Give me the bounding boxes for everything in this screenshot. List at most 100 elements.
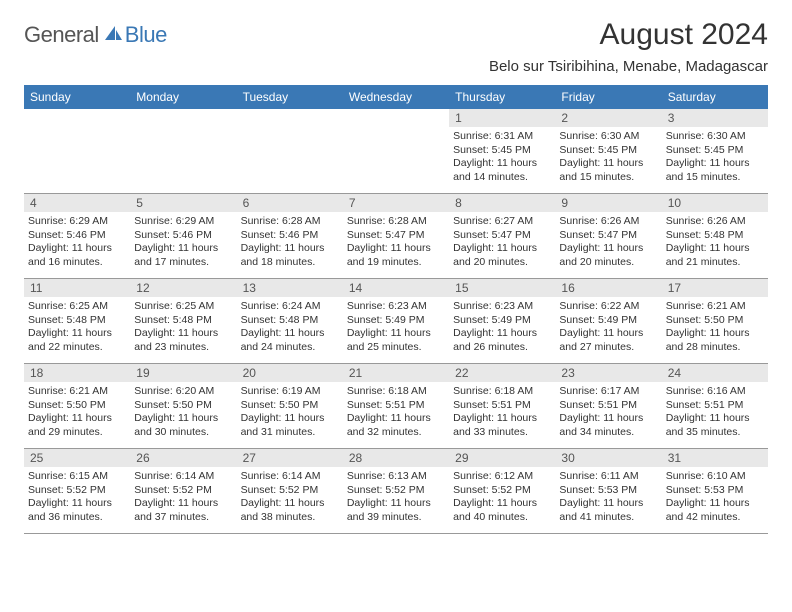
sunset-text: Sunset: 5:50 PM	[28, 399, 126, 413]
sunset-text: Sunset: 5:46 PM	[134, 229, 232, 243]
day-cell	[130, 109, 236, 193]
day-cell: 29Sunrise: 6:12 AMSunset: 5:52 PMDayligh…	[449, 449, 555, 533]
header: General Blue August 2024 Belo sur Tsirib…	[24, 18, 768, 75]
sunset-text: Sunset: 5:49 PM	[453, 314, 551, 328]
sunset-text: Sunset: 5:46 PM	[241, 229, 339, 243]
sunset-text: Sunset: 5:52 PM	[134, 484, 232, 498]
day-cell: 9Sunrise: 6:26 AMSunset: 5:47 PMDaylight…	[555, 194, 661, 278]
day-cell: 10Sunrise: 6:26 AMSunset: 5:48 PMDayligh…	[662, 194, 768, 278]
week-row: 11 Sunrise: 6:25 AMSunset: 5:48 PM Dayligh…	[24, 279, 768, 364]
day-number: 4	[24, 194, 130, 212]
sunrise-text: Sunrise: 6:16 AM	[666, 385, 764, 399]
day-cell: 15 Sunrise: 6:23 AMSunset: 5:49 PMDayligh…	[449, 279, 555, 363]
sunrise-text: Sunrise: 6:12 AM	[453, 470, 551, 484]
weekday-header: Tuesday	[237, 85, 343, 109]
day-number: 8	[449, 194, 555, 212]
sunrise-text: Sunrise: 6:28 AM	[347, 215, 445, 229]
daylight-text: Daylight: 11 hours and 15 minutes.	[666, 157, 764, 184]
daylight-text: Daylight: 11 hours and 32 minutes.	[347, 412, 445, 439]
sunrise-text: Sunrise: 6:18 AM	[453, 385, 551, 399]
weekday-header: Monday	[130, 85, 236, 109]
day-number: 15	[449, 279, 555, 297]
week-row: 4Sunrise: 6:29 AMSunset: 5:46 PMDaylight…	[24, 194, 768, 279]
day-cell: 11Sunrise: 6:25 AMSunset: 5:48 PMDayligh…	[24, 279, 130, 363]
sunset-text: Sunset: 5:46 PM	[28, 229, 126, 243]
sunset-text: Sunset: 5:53 PM	[666, 484, 764, 498]
day-cell: 6Sunrise: 6:28 AMSunset: 5:46 PMDaylight…	[237, 194, 343, 278]
daylight-text: Daylight: 11 hours and 30 minutes.	[134, 412, 232, 439]
daylight-text: Daylight: 11 hours and 27 minutes.	[559, 327, 657, 354]
sunrise-text: Sunrise: 6:25 AM	[134, 300, 232, 314]
day-cell: 19Sunrise: 6:20 AMSunset: 5:50 PMDayligh…	[130, 364, 236, 448]
daylight-text: Daylight: 11 hours and 36 minutes.	[28, 497, 126, 524]
sunset-text: Sunset: 5:50 PM	[666, 314, 764, 328]
day-cell: 30Sunrise: 6:11 AMSunset: 5:53 PMDayligh…	[555, 449, 661, 533]
sunset-text: Sunset: 5:45 PM	[453, 144, 551, 158]
day-number: 11	[24, 279, 130, 297]
day-cell: 26Sunrise: 6:14 AMSunset: 5:52 PMDayligh…	[130, 449, 236, 533]
daylight-text: Daylight: 11 hours and 35 minutes.	[666, 412, 764, 439]
day-cell: 17Sunrise: 6:21 AMSunset: 5:50 PMDayligh…	[662, 279, 768, 363]
day-cell: 12Sunrise: 6:25 AMSunset: 5:48 PMDayligh…	[130, 279, 236, 363]
day-number: 16	[555, 279, 661, 297]
daylight-text: Daylight: 11 hours and 34 minutes.	[559, 412, 657, 439]
day-cell	[237, 109, 343, 193]
day-cell: 2Sunrise: 6:30 AMSunset: 5:45 PMDaylight…	[555, 109, 661, 193]
day-number: 7	[343, 194, 449, 212]
sunset-text: Sunset: 5:51 PM	[453, 399, 551, 413]
week-row: 18Sunrise: 6:21 AMSunset: 5:50 PMDayligh…	[24, 364, 768, 449]
daylight-text: Daylight: 11 hours and 42 minutes.	[666, 497, 764, 524]
day-number: 23	[555, 364, 661, 382]
daylight-text: Daylight: 11 hours and 41 minutes.	[559, 497, 657, 524]
daylight-text: Daylight: 11 hours and 20 minutes.	[559, 242, 657, 269]
daylight-text: Daylight: 11 hours and 25 minutes.	[347, 327, 445, 354]
sunrise-text: Sunrise: 6:15 AM	[28, 470, 126, 484]
day-cell: 5Sunrise: 6:29 AMSunset: 5:46 PMDaylight…	[130, 194, 236, 278]
day-cell	[343, 109, 449, 193]
daylight-text: Daylight: 11 hours and 26 minutes.	[453, 327, 551, 354]
day-number: 5	[130, 194, 236, 212]
day-number: 13	[237, 279, 343, 297]
sunset-text: Sunset: 5:47 PM	[453, 229, 551, 243]
sunset-text: Sunset: 5:47 PM	[559, 229, 657, 243]
sunset-text: Sunset: 5:52 PM	[28, 484, 126, 498]
day-cell: 31Sunrise: 6:10 AMSunset: 5:53 PMDayligh…	[662, 449, 768, 533]
day-cell: 18Sunrise: 6:21 AMSunset: 5:50 PMDayligh…	[24, 364, 130, 448]
day-cell: 3Sunrise: 6:30 AMSunset: 5:45 PMDaylight…	[662, 109, 768, 193]
day-number: 26	[130, 449, 236, 467]
sunrise-text: Sunrise: 6:23 AM	[453, 300, 551, 314]
day-cell: 28Sunrise: 6:13 AMSunset: 5:52 PMDayligh…	[343, 449, 449, 533]
daylight-text: Daylight: 11 hours and 38 minutes.	[241, 497, 339, 524]
sunrise-text: Sunrise: 6:27 AM	[453, 215, 551, 229]
day-number: 25	[24, 449, 130, 467]
day-cell: 13Sunrise: 6:24 AMSunset: 5:48 PMDayligh…	[237, 279, 343, 363]
weekday-header: Thursday	[449, 85, 555, 109]
daylight-text: Daylight: 11 hours and 37 minutes.	[134, 497, 232, 524]
day-number: 1	[449, 109, 555, 127]
sunset-text: Sunset: 5:50 PM	[241, 399, 339, 413]
day-number: 18	[24, 364, 130, 382]
day-number: 3	[662, 109, 768, 127]
sunset-text: Sunset: 5:49 PM	[347, 314, 445, 328]
week-row: 25Sunrise: 6:15 AMSunset: 5:52 PMDayligh…	[24, 449, 768, 534]
day-cell: 22Sunrise: 6:18 AMSunset: 5:51 PMDayligh…	[449, 364, 555, 448]
daylight-text: Daylight: 11 hours and 21 minutes.	[666, 242, 764, 269]
sunrise-text: Sunrise: 6:28 AM	[241, 215, 339, 229]
day-cell: 1Sunrise: 6:31 AMSunset: 5:45 PMDaylight…	[449, 109, 555, 193]
sunrise-text: Sunrise: 6:26 AM	[666, 215, 764, 229]
sunrise-text: Sunrise: 6:20 AM	[134, 385, 232, 399]
day-number: 14	[343, 279, 449, 297]
day-number: 29	[449, 449, 555, 467]
sunrise-text: Sunrise: 6:31 AM	[453, 130, 551, 144]
sunset-text: Sunset: 5:52 PM	[241, 484, 339, 498]
day-number: 2	[555, 109, 661, 127]
sunset-text: Sunset: 5:48 PM	[134, 314, 232, 328]
calendar-page: General Blue August 2024 Belo sur Tsirib…	[0, 0, 792, 544]
sunset-text: Sunset: 5:51 PM	[666, 399, 764, 413]
daylight-text: Daylight: 11 hours and 19 minutes.	[347, 242, 445, 269]
day-cell: 8Sunrise: 6:27 AMSunset: 5:47 PMDaylight…	[449, 194, 555, 278]
calendar-grid: SundayMondayTuesdayWednesdayThursdayFrid…	[24, 85, 768, 534]
sunset-text: Sunset: 5:52 PM	[347, 484, 445, 498]
daylight-text: Daylight: 11 hours and 24 minutes.	[241, 327, 339, 354]
day-number: 17	[662, 279, 768, 297]
